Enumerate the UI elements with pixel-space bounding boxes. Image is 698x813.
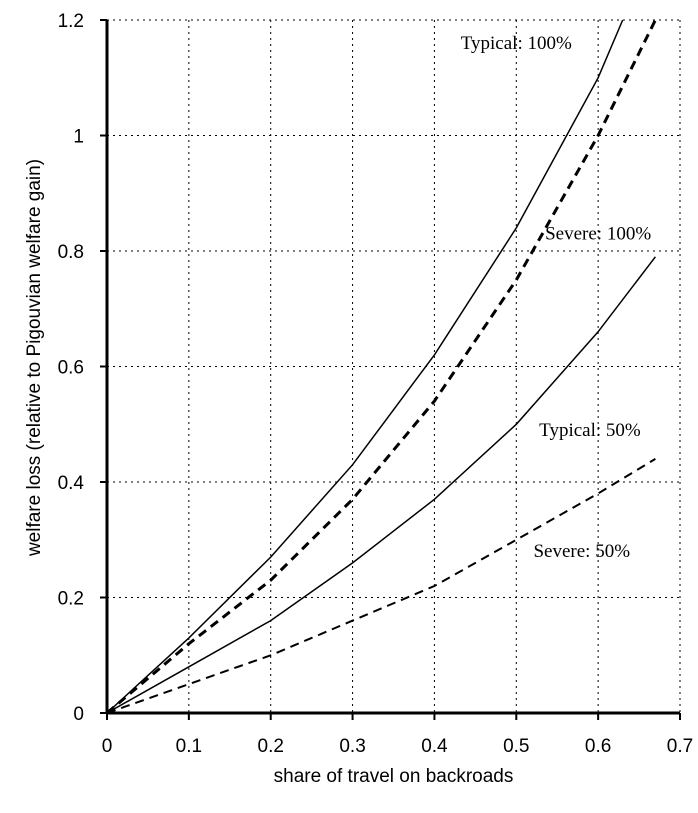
y-tick-label: 1 <box>73 127 84 148</box>
y-tick-label: 0.8 <box>58 242 84 263</box>
y-axis-title: welfare loss (relative to Pigouvian welf… <box>24 159 45 557</box>
x-tick-label: 0.1 <box>176 736 202 757</box>
series-layer <box>107 19 657 713</box>
series-label-1: Typical: 100% <box>461 33 572 54</box>
x-tick-label: 0.4 <box>421 736 448 757</box>
y-tick-label: 0.2 <box>58 589 84 610</box>
series-line-3 <box>107 256 656 713</box>
series-labels: Typical: 100% Severe: 100% Typical: 50% Sev… <box>461 33 652 562</box>
x-tick-label: 0.6 <box>585 736 611 757</box>
x-tick-label: 0.3 <box>339 736 365 757</box>
y-tick-label: 0.6 <box>58 358 84 379</box>
grid <box>107 19 681 713</box>
y-tick-label: 0.4 <box>58 473 85 494</box>
y-tick-label: 0 <box>73 704 84 725</box>
x-tick-label: 0 <box>102 736 113 757</box>
ticks: 0 0.1 0.2 0.3 0.4 0.5 0.6 0.7 0 0.2 0.4 0.6 0.8 1 1.2 <box>58 11 694 757</box>
series-line-2 <box>107 19 657 713</box>
series-label-2: Severe: 100% <box>545 223 651 244</box>
y-tick-label: 1.2 <box>58 11 84 32</box>
series-line-4 <box>107 458 656 713</box>
series-line-1 <box>107 19 624 713</box>
x-tick-label: 0.5 <box>503 736 529 757</box>
x-tick-label: 0.2 <box>258 736 284 757</box>
series-label-4: Severe: 50% <box>533 541 630 562</box>
series-label-3: Typical: 50% <box>539 420 641 441</box>
x-tick-label: 0.7 <box>667 736 693 757</box>
x-axis-title: share of travel on backroads <box>274 766 514 787</box>
